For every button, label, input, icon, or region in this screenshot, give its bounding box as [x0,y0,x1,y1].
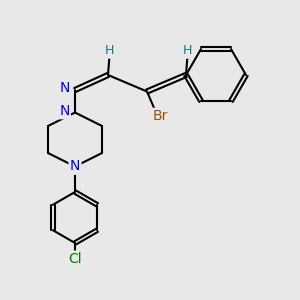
Text: N: N [70,160,80,173]
Text: H: H [105,44,114,58]
Text: N: N [59,81,70,94]
Text: N: N [59,104,70,118]
Text: Cl: Cl [68,252,82,266]
Text: Br: Br [153,109,168,123]
Text: H: H [183,44,192,58]
